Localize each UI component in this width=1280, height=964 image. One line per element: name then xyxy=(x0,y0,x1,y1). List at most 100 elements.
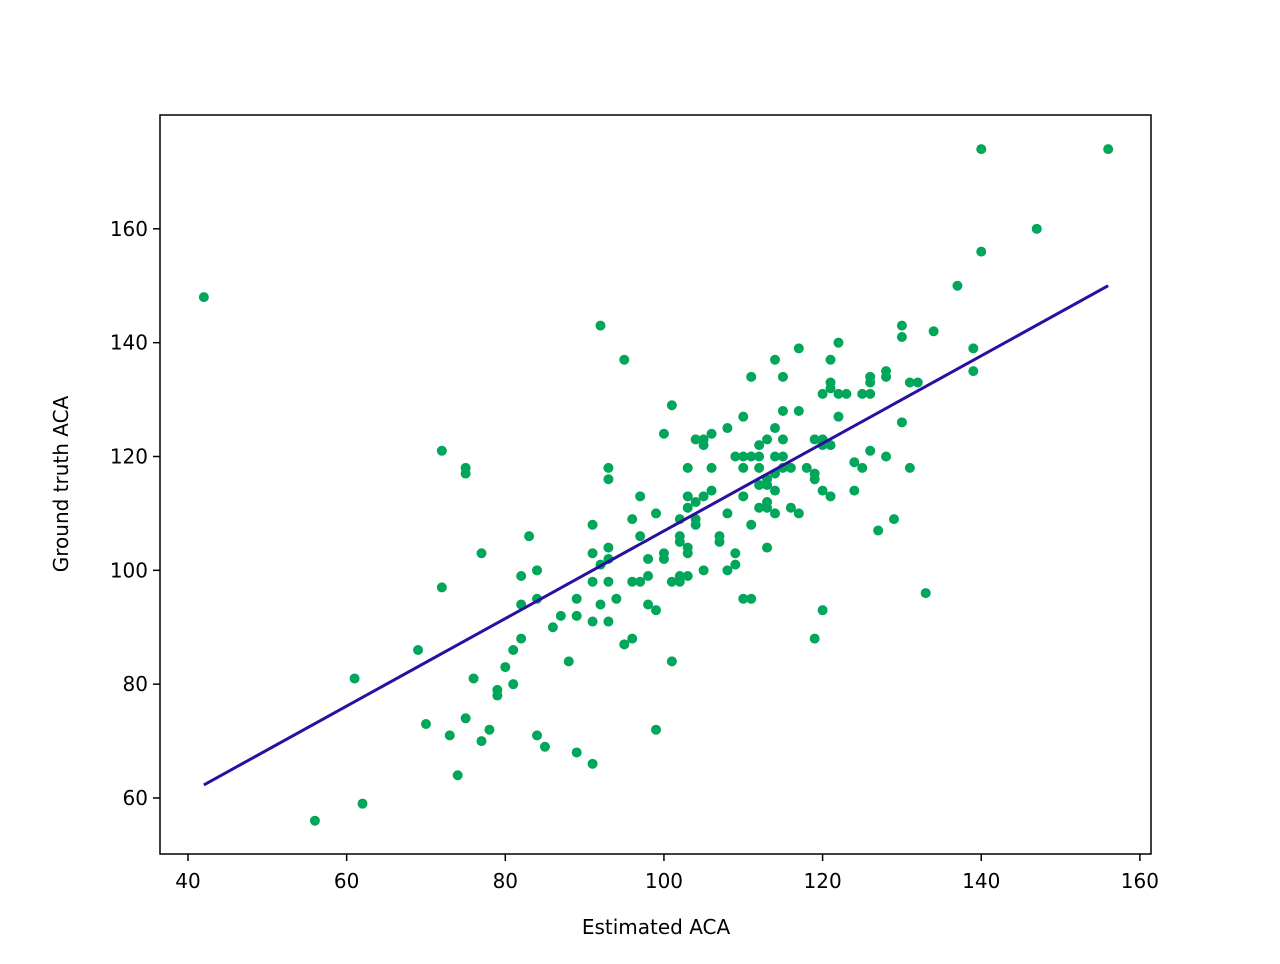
point xyxy=(658,428,669,439)
point xyxy=(666,656,677,667)
point xyxy=(706,485,717,496)
point xyxy=(706,462,717,473)
point xyxy=(666,400,677,411)
y-tick-label: 60 xyxy=(123,786,148,810)
point xyxy=(682,571,693,582)
point xyxy=(619,639,630,650)
point xyxy=(928,326,939,337)
point xyxy=(492,690,503,701)
point xyxy=(801,462,812,473)
point xyxy=(1103,144,1114,155)
point xyxy=(865,445,876,456)
x-axis-label: Estimated ACA xyxy=(582,915,731,939)
x-tick-label: 140 xyxy=(962,869,1000,893)
point xyxy=(682,462,693,473)
point xyxy=(460,468,471,479)
point xyxy=(547,622,558,633)
y-tick-label: 140 xyxy=(110,331,148,355)
point xyxy=(770,423,781,434)
point xyxy=(468,673,479,684)
point xyxy=(539,741,550,752)
x-tick-label: 100 xyxy=(645,869,683,893)
point xyxy=(746,519,757,530)
point xyxy=(738,593,749,604)
point xyxy=(571,747,582,758)
point xyxy=(714,536,725,547)
point xyxy=(603,542,614,553)
point xyxy=(603,616,614,627)
point xyxy=(603,576,614,587)
point xyxy=(833,411,844,422)
point xyxy=(508,679,519,690)
point xyxy=(952,280,963,291)
point xyxy=(532,565,543,576)
point xyxy=(746,371,757,382)
point xyxy=(476,548,487,559)
point xyxy=(849,485,860,496)
point xyxy=(698,491,709,502)
point xyxy=(722,508,733,519)
point xyxy=(762,542,773,553)
point xyxy=(793,343,804,354)
y-tick-label: 80 xyxy=(123,672,148,696)
point xyxy=(912,377,923,388)
point xyxy=(754,479,765,490)
point xyxy=(643,599,654,610)
point xyxy=(587,548,598,559)
point xyxy=(793,405,804,416)
point xyxy=(754,462,765,473)
point xyxy=(777,371,788,382)
point xyxy=(817,605,828,616)
point xyxy=(833,388,844,399)
point xyxy=(643,553,654,564)
point xyxy=(888,514,899,525)
point xyxy=(904,462,915,473)
point xyxy=(563,656,574,667)
point xyxy=(682,548,693,559)
x-tick-label: 160 xyxy=(1121,869,1159,893)
point xyxy=(571,610,582,621)
point xyxy=(896,320,907,331)
point xyxy=(682,502,693,513)
point xyxy=(357,798,368,809)
point xyxy=(785,502,796,513)
point xyxy=(413,645,424,656)
point xyxy=(976,246,987,257)
point xyxy=(825,383,836,394)
point xyxy=(896,331,907,342)
point xyxy=(690,434,701,445)
point xyxy=(857,462,868,473)
point xyxy=(754,440,765,451)
point xyxy=(698,440,709,451)
point xyxy=(825,354,836,365)
point xyxy=(746,451,757,462)
point xyxy=(865,388,876,399)
point xyxy=(198,292,209,303)
point xyxy=(524,531,535,542)
point xyxy=(904,377,915,388)
point xyxy=(452,770,463,781)
point xyxy=(587,758,598,769)
point xyxy=(809,434,820,445)
point xyxy=(730,451,741,462)
point xyxy=(555,610,566,621)
point xyxy=(635,576,646,587)
point xyxy=(508,645,519,656)
point xyxy=(619,354,630,365)
point xyxy=(777,451,788,462)
point xyxy=(849,457,860,468)
point xyxy=(587,576,598,587)
point xyxy=(770,485,781,496)
y-tick-label: 120 xyxy=(110,444,148,468)
point xyxy=(658,553,669,564)
point xyxy=(841,388,852,399)
point xyxy=(349,673,360,684)
point xyxy=(603,462,614,473)
point xyxy=(920,588,931,599)
fit-line xyxy=(203,284,1109,787)
point xyxy=(436,445,447,456)
point xyxy=(587,616,598,627)
point xyxy=(817,388,828,399)
